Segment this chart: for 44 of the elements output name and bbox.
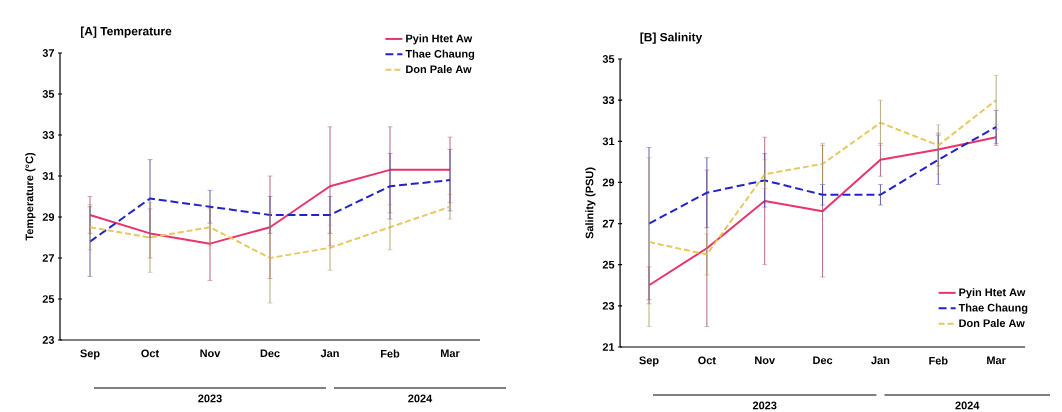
y-tick-label: 35 bbox=[42, 90, 55, 98]
x-tick-label: Nov bbox=[200, 349, 221, 358]
chart-title: [A] Temperature bbox=[80, 26, 172, 38]
x-tick-label: Feb bbox=[381, 349, 400, 358]
y-tick-label: 27 bbox=[42, 254, 54, 262]
x-tick-label: Oct bbox=[141, 349, 159, 358]
x-tick-label: Mar bbox=[987, 356, 1006, 365]
y-tick-label: 31 bbox=[42, 172, 55, 180]
y-tick-label: 31 bbox=[602, 137, 615, 146]
y-axis-title: Salinity (PSU) bbox=[585, 167, 596, 239]
text: 2024 bbox=[955, 401, 980, 410]
text: 2023 bbox=[752, 401, 777, 410]
y-tick-label: 27 bbox=[602, 219, 615, 228]
x-tick-label: Oct bbox=[698, 356, 716, 365]
y-tick-label: 29 bbox=[42, 213, 55, 221]
y-tick-label: 23 bbox=[602, 301, 615, 310]
chart-title: [B] Salinity bbox=[640, 32, 703, 44]
x-tick-label: Dec bbox=[260, 349, 280, 358]
legend-label: Don Pale Aw bbox=[406, 65, 472, 74]
x-tick-label: Jan bbox=[320, 349, 339, 358]
y-tick-label: 25 bbox=[42, 295, 55, 303]
y-tick-label: 21 bbox=[602, 343, 615, 351]
y-tick-label: 29 bbox=[602, 178, 615, 187]
x-tick-label: Mar bbox=[440, 349, 460, 358]
x-tick-label: Sep bbox=[639, 356, 659, 367]
legend-label: Thae Chaung bbox=[958, 303, 1028, 314]
y-tick-label: 23 bbox=[42, 336, 55, 344]
legend-label: Thae Chaung bbox=[405, 49, 475, 60]
x-tick-label: Sep bbox=[80, 349, 100, 360]
legend-label: Pyin Htet Aw bbox=[406, 34, 473, 45]
text: 2024 bbox=[408, 394, 433, 403]
x-tick-label: Feb bbox=[929, 356, 948, 365]
y-tick-label: 33 bbox=[42, 131, 55, 139]
x-tick-label: Dec bbox=[813, 356, 833, 365]
y-axis-title: Temperature (°C) bbox=[25, 152, 36, 241]
legend-label: Pyin Htet Aw bbox=[959, 288, 1026, 299]
x-tick-label: Nov bbox=[755, 356, 776, 365]
text: 2023 bbox=[198, 394, 222, 403]
x-tick-label: Jan bbox=[871, 356, 890, 365]
legend-label: Don Pale Aw bbox=[959, 318, 1025, 328]
y-tick-label: 37 bbox=[42, 49, 54, 57]
y-tick-label: 33 bbox=[602, 96, 615, 105]
y-tick-label: 25 bbox=[602, 260, 615, 269]
y-tick-label: 35 bbox=[602, 55, 615, 63]
